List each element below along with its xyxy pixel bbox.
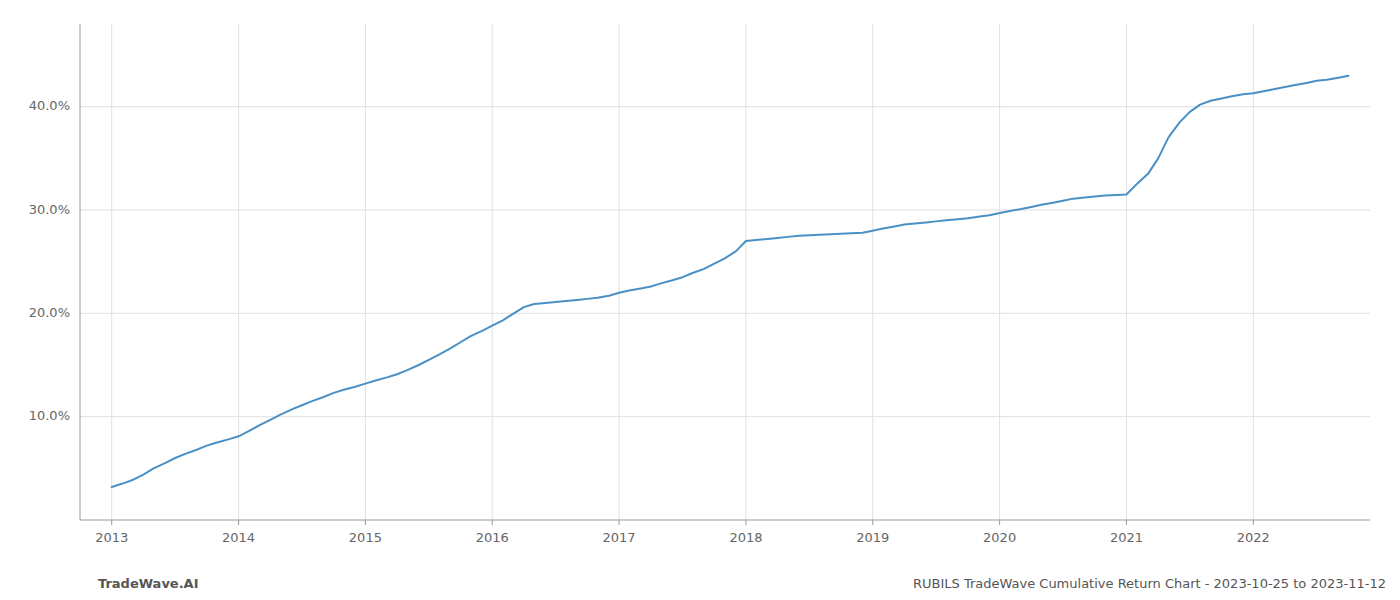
tick-label: 2022 [1237, 530, 1270, 545]
tick-label: 2018 [729, 530, 762, 545]
footer-right: RUBILS TradeWave Cumulative Return Chart… [913, 576, 1386, 591]
grid [80, 24, 1370, 520]
tick-mark [1126, 520, 1127, 525]
tick-label: 2017 [603, 530, 636, 545]
tick-mark [492, 520, 493, 525]
grid-line [1126, 24, 1127, 520]
tick-mark [872, 520, 873, 525]
grid-line [872, 24, 873, 520]
tick-label: 2021 [1110, 530, 1143, 545]
tick-label: 10.0% [29, 408, 70, 423]
tick-mark [1253, 520, 1254, 525]
tick-label: 30.0% [29, 202, 70, 217]
tick-label: 2019 [856, 530, 889, 545]
footer-left: TradeWave.AI [98, 576, 199, 591]
tick-mark [619, 520, 620, 525]
tick-mark [999, 520, 1000, 525]
chart: 10.0% 20.0% 30.0% 40.0% 2013 2014 2015 2016 2017… [0, 0, 1400, 600]
tick-mark [745, 520, 746, 525]
grid-line [1253, 24, 1254, 520]
tick-label: 2020 [983, 530, 1016, 545]
plot-area [112, 76, 1349, 487]
grid-line [365, 24, 366, 520]
grid-line [492, 24, 493, 520]
tick-label: 40.0% [29, 98, 70, 113]
y-axis-line [80, 24, 81, 520]
grid-line [619, 24, 620, 520]
grid-line [111, 24, 112, 520]
tick-label: 2014 [222, 530, 255, 545]
grid-line [999, 24, 1000, 520]
grid-line [80, 313, 1370, 314]
axes: 10.0% 20.0% 30.0% 40.0% 2013 2014 2015 2016 2017… [29, 24, 1370, 545]
tick-label: 2015 [349, 530, 382, 545]
tick-label: 2013 [95, 530, 128, 545]
x-axis-line [80, 520, 1370, 521]
line [112, 76, 1349, 487]
tick-mark [238, 520, 239, 525]
grid-line [745, 24, 746, 520]
grid-line [238, 24, 239, 520]
tick-mark [365, 520, 366, 525]
tick-label: 2016 [476, 530, 509, 545]
grid-line [80, 106, 1370, 107]
background [0, 0, 1400, 600]
grid-line [80, 210, 1370, 211]
tick-label: 20.0% [29, 305, 70, 320]
tick-mark [111, 520, 112, 525]
